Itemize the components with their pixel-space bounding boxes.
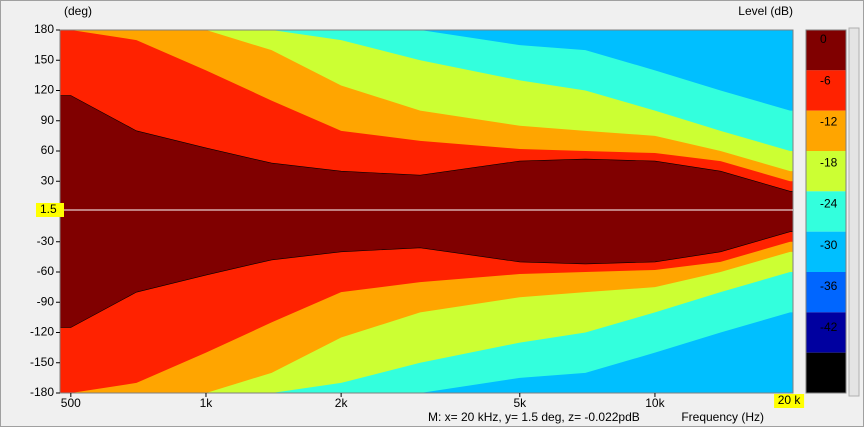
colorbar-border: [805, 29, 847, 394]
colorbar-band: [806, 231, 846, 272]
x-tick-label: 2k: [335, 396, 349, 410]
y-tick-label: 120: [34, 83, 54, 97]
colorbar-label: -12: [820, 114, 838, 128]
x-tick-label: 500: [61, 396, 81, 410]
y-axis-label: (deg): [64, 4, 92, 18]
colorbar-band: [806, 191, 846, 232]
cursor-x-label: 20 k: [778, 393, 802, 407]
colorbar-label: -24: [820, 197, 838, 211]
colorbar-label: -48: [820, 361, 838, 375]
y-tick-label: -120: [30, 325, 54, 339]
x-axis-label: Frequency (Hz): [681, 410, 764, 424]
scrollbar[interactable]: [848, 27, 860, 397]
y-tick-label: -180: [30, 385, 54, 399]
colorbar-band: [806, 30, 846, 71]
colorbar-label: -6: [820, 73, 831, 87]
cursor-x-marker: [774, 394, 805, 408]
x-tick-label: 1k: [200, 396, 214, 410]
colorbar-band: [806, 352, 846, 393]
y-tick-label: 60: [41, 143, 55, 157]
cursor-y-marker: [36, 202, 64, 217]
y-tick-label: 180: [34, 22, 54, 36]
cursor-y-label: 1.5: [40, 202, 57, 216]
colorbar-label: -42: [820, 320, 838, 334]
y-tick-label: -90: [37, 294, 55, 308]
colorbar-label: -18: [820, 156, 838, 170]
x-tick-label: 5k: [513, 396, 527, 410]
colorbar-band: [806, 312, 846, 353]
y-tick-label: -150: [30, 355, 54, 369]
colorbar-band: [806, 151, 846, 192]
cursor-readout: M: x= 20 kHz, y= 1.5 deg, z= -0.022pdB: [428, 410, 640, 424]
y-tick-label: -60: [37, 264, 55, 278]
colorbar-label: -30: [820, 238, 838, 252]
x-tick-label: 10k: [645, 396, 665, 410]
colorbar-band: [806, 272, 846, 313]
colorbar-label: Level (dB): [738, 4, 793, 18]
colorbar-label: 0: [820, 32, 827, 46]
colorbar-band: [806, 70, 846, 111]
y-tick-label: 30: [41, 173, 55, 187]
y-tick-label: 150: [34, 52, 54, 66]
colorbar-label: -36: [820, 279, 838, 293]
colorbar-band: [806, 110, 846, 151]
y-tick-label: -30: [37, 234, 55, 248]
y-tick-label: 90: [41, 113, 55, 127]
